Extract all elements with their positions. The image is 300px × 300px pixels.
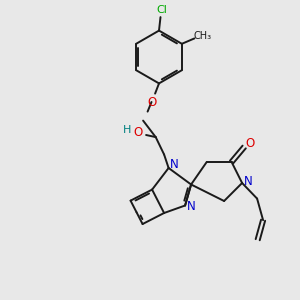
Text: N: N bbox=[169, 158, 178, 171]
Text: H: H bbox=[123, 125, 131, 135]
Text: O: O bbox=[147, 95, 156, 109]
Text: N: N bbox=[187, 200, 196, 214]
Text: Cl: Cl bbox=[157, 5, 167, 15]
Text: O: O bbox=[246, 137, 255, 150]
Text: N: N bbox=[244, 175, 253, 188]
Text: CH₃: CH₃ bbox=[194, 31, 212, 41]
Text: O: O bbox=[133, 125, 142, 139]
